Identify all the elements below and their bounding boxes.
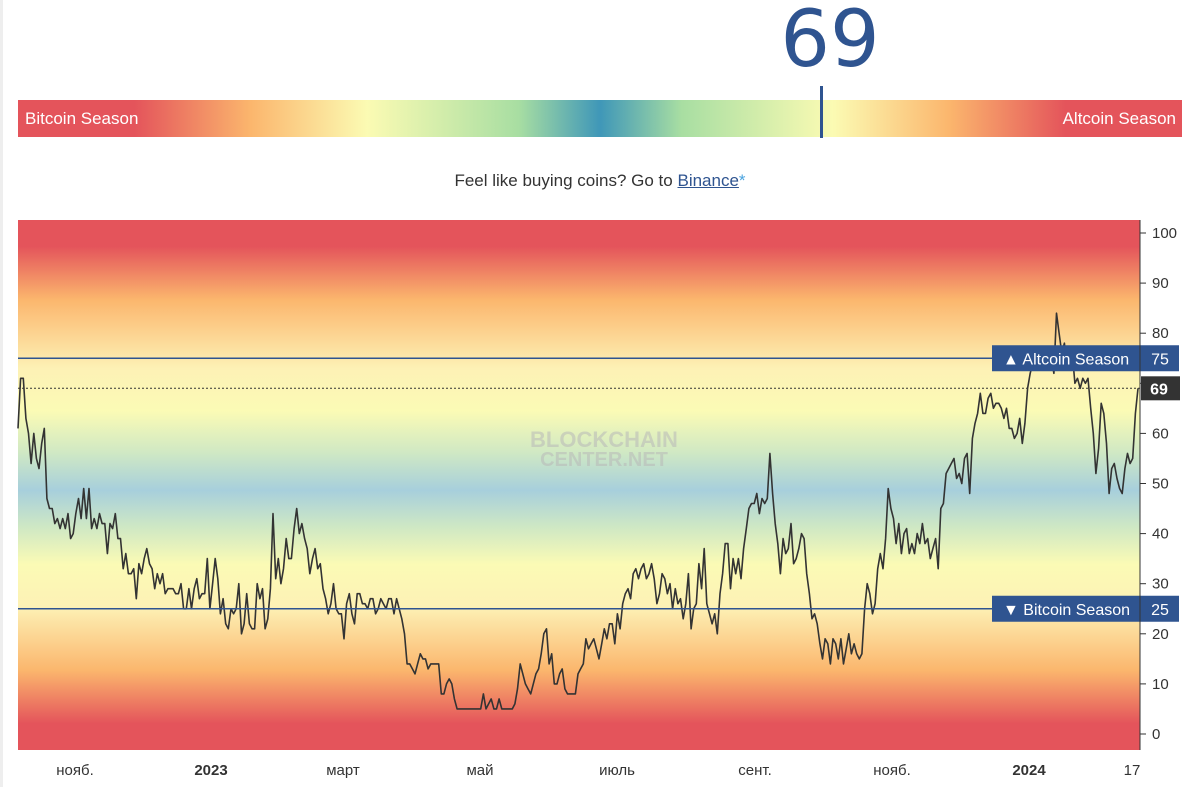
x-tick-label: 17 (1124, 762, 1141, 779)
x-tick-label: март (326, 762, 360, 779)
y-tick-label: 60 (1152, 425, 1169, 442)
current-index-value: 69 (780, 0, 880, 85)
current-value-badge-label: 69 (1150, 381, 1168, 398)
threshold-label-25: ▼ Bitcoin Season (1003, 602, 1130, 619)
x-tick-label: сент. (738, 762, 772, 779)
page-left-border (0, 0, 3, 787)
current-value-badge (1141, 376, 1180, 401)
watermark-line-2: CENTER.NET (540, 449, 668, 471)
y-tick-label: 90 (1152, 275, 1169, 292)
altcoin-season-label: Altcoin Season (1062, 109, 1176, 128)
y-tick-label: 50 (1152, 476, 1169, 493)
threshold-label-box-75 (992, 345, 1179, 372)
chart-zone-background (18, 220, 1140, 750)
threshold-value-25: 25 (1151, 602, 1169, 619)
y-tick-label: 80 (1152, 325, 1169, 342)
index-series-line (17, 312, 1139, 710)
y-tick-label: 100 (1152, 225, 1177, 242)
x-tick-label: нояб. (56, 762, 94, 779)
x-tick-label: 2024 (1012, 762, 1046, 779)
binance-footnote-star: * (738, 171, 746, 190)
threshold-label-75: ▲ Altcoin Season (1003, 351, 1129, 368)
x-tick-label: май (466, 762, 493, 779)
watermark-line-1: BLOCKCHAIN (530, 427, 678, 452)
binance-link[interactable]: Binance (677, 171, 739, 190)
bitcoin-season-label: Bitcoin Season (25, 109, 139, 128)
y-tick-label: 0 (1152, 726, 1160, 743)
y-tick-label: 40 (1152, 526, 1169, 543)
buy-prompt: Feel like buying coins? Go to Binance* (0, 170, 1200, 192)
current-index-marker (820, 86, 824, 138)
threshold-value-75: 75 (1151, 351, 1169, 368)
season-gradient-bar: Bitcoin Season Altcoin Season (18, 86, 1182, 138)
y-tick-label: 30 (1152, 576, 1169, 593)
x-tick-label: 2023 (194, 762, 227, 779)
x-tick-label: нояб. (873, 762, 911, 779)
y-tick-label: 20 (1152, 626, 1169, 643)
buy-prompt-text: Feel like buying coins? Go to (454, 171, 673, 190)
x-tick-label: июль (599, 762, 635, 779)
y-tick-label: 10 (1152, 676, 1169, 693)
threshold-label-box-25 (992, 595, 1179, 622)
